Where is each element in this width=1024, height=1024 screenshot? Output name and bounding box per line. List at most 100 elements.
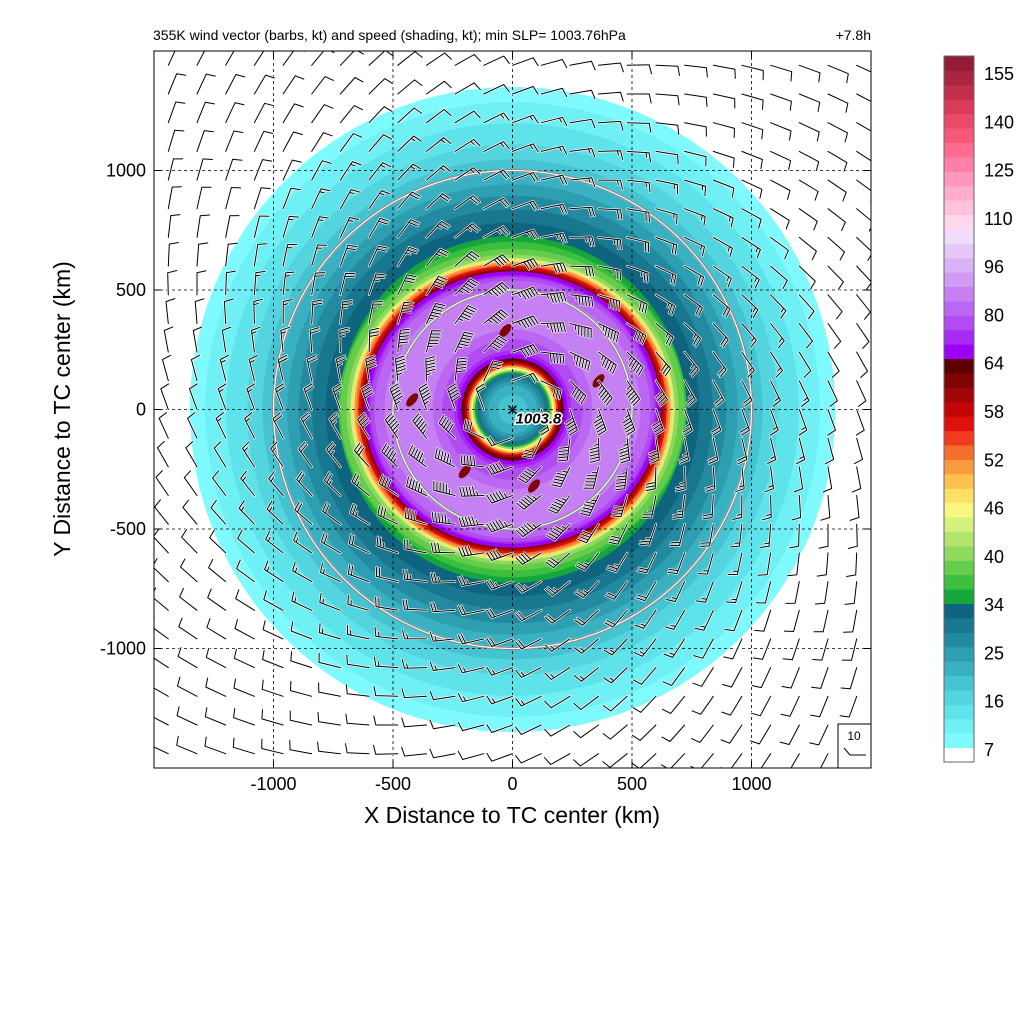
wind-barb <box>282 187 301 210</box>
wind-barb-halo <box>195 72 217 96</box>
wind-barb <box>429 690 456 701</box>
wind-barb <box>544 753 571 765</box>
wind-barb <box>540 322 566 333</box>
wind-barb-halo <box>769 64 793 83</box>
wind-barb <box>289 740 313 755</box>
wind-barb <box>655 236 678 255</box>
wind-barb <box>223 298 234 324</box>
wind-barb <box>178 617 198 640</box>
wind-barb <box>605 581 628 600</box>
wind-barb <box>349 503 370 525</box>
wind-barb <box>512 372 539 383</box>
wind-barb <box>827 122 848 143</box>
speed-maximum <box>406 393 419 407</box>
wind-barb <box>397 79 423 95</box>
wind-barb <box>575 581 599 599</box>
wind-barb <box>684 236 705 257</box>
wind-barb <box>157 441 169 468</box>
wind-barb <box>540 203 567 214</box>
wind-barb <box>368 245 388 267</box>
wind-barb <box>426 248 450 267</box>
wind-barb <box>711 409 722 436</box>
colorbar-segment <box>944 661 974 677</box>
wind-barb <box>692 667 714 687</box>
wind-barb <box>192 326 203 353</box>
wind-barb <box>569 265 595 277</box>
wind-barb <box>655 351 672 377</box>
wind-barb <box>741 351 755 378</box>
wind-barb <box>847 523 858 549</box>
wind-barb <box>339 327 350 353</box>
wind-barb <box>457 693 485 703</box>
wind-barb-halo <box>344 742 371 755</box>
wind-barb <box>335 355 346 382</box>
wind-barb <box>289 710 313 726</box>
wind-barb <box>645 466 657 492</box>
wind-barb <box>429 719 456 730</box>
wind-barb-halo <box>204 706 227 727</box>
wind-barb <box>459 486 485 497</box>
range-circle-inner <box>392 289 633 530</box>
wind-barb <box>655 150 679 165</box>
colorbar-segment <box>944 574 974 590</box>
wind-barb-halo <box>811 637 830 662</box>
wind-barb <box>368 78 393 95</box>
wind-barb <box>770 265 788 290</box>
wind-barb <box>684 323 702 347</box>
wind-barb <box>665 581 686 602</box>
wind-barb <box>598 236 622 250</box>
wind-barb <box>626 93 652 104</box>
wind-barb <box>655 64 680 76</box>
wind-barb <box>212 470 227 496</box>
wind-barb <box>712 208 734 228</box>
wind-barb <box>655 294 676 316</box>
wind-barb <box>154 746 169 755</box>
wind-barb <box>339 189 361 210</box>
wind-barb <box>311 160 332 181</box>
wind-barb <box>557 437 571 462</box>
wind-barb <box>357 412 370 439</box>
wind-barb <box>406 476 427 496</box>
wind-barb <box>206 618 227 640</box>
colorbar-segment <box>944 300 974 316</box>
wind-barb <box>741 122 764 140</box>
colorbar-segment <box>944 675 974 691</box>
wind-barb <box>815 581 829 605</box>
wind-barb <box>486 519 513 533</box>
wind-barb-halo <box>798 121 821 143</box>
wind-barb <box>720 753 743 768</box>
wind-barb-halo <box>572 723 600 739</box>
wind-barb <box>196 158 213 181</box>
wind-barb <box>770 122 792 141</box>
wind-barb <box>426 193 451 210</box>
wind-barb <box>346 654 370 669</box>
wind-barb <box>483 197 510 210</box>
wind-barb <box>339 217 360 238</box>
wind-barb <box>463 419 485 439</box>
wind-barb <box>397 51 423 66</box>
wind-barb <box>769 409 779 436</box>
wind-barb <box>339 133 363 152</box>
wind-barb <box>373 686 399 697</box>
wind-barb <box>205 647 227 669</box>
wind-barb <box>397 274 417 296</box>
colorbar-segment <box>944 70 974 86</box>
wind-barb <box>376 536 399 554</box>
wind-barb <box>750 695 772 717</box>
colorbar-segment <box>944 502 974 518</box>
wind-barb <box>332 383 343 410</box>
reference-barb-box: 10 <box>837 723 872 769</box>
wind-barb <box>740 409 750 436</box>
colorbar-segment <box>944 445 974 460</box>
wind-barb <box>233 708 255 726</box>
wind-barb-halo <box>798 92 821 113</box>
wind-barb <box>611 495 628 518</box>
wind-barb <box>856 179 871 202</box>
wind-barb <box>684 351 699 377</box>
wind-barb <box>167 186 182 210</box>
wind-barb <box>154 617 169 640</box>
wind-barb <box>167 73 187 95</box>
wind-barb-halo <box>740 150 764 170</box>
wind-barb <box>486 490 513 504</box>
wind-barb <box>282 75 305 95</box>
